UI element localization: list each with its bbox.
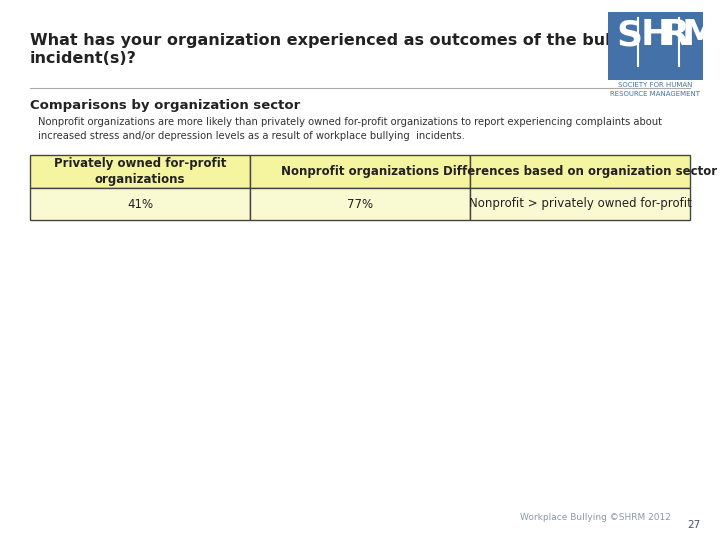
Text: Comparisons by organization sector: Comparisons by organization sector <box>30 99 300 112</box>
Text: R: R <box>662 18 690 52</box>
Text: Privately owned for-profit
organizations: Privately owned for-profit organizations <box>54 157 226 186</box>
Bar <box>250 188 470 220</box>
Text: Nonprofit > privately owned for-profit: Nonprofit > privately owned for-profit <box>469 198 691 211</box>
Text: H: H <box>641 18 671 52</box>
Bar <box>608 12 703 80</box>
Text: 41%: 41% <box>127 198 153 211</box>
Text: Differences based on organization sector: Differences based on organization sector <box>443 165 717 178</box>
Text: S: S <box>616 18 642 52</box>
Text: Nonprofit organizations: Nonprofit organizations <box>281 165 439 178</box>
Text: 27: 27 <box>687 520 700 530</box>
Bar <box>30 188 250 220</box>
Bar <box>250 155 470 188</box>
Text: M: M <box>682 18 718 52</box>
Bar <box>470 188 690 220</box>
Text: Nonprofit organizations are more likely than privately owned for-profit organiza: Nonprofit organizations are more likely … <box>38 117 662 141</box>
Text: 77%: 77% <box>347 198 373 211</box>
Text: SOCIETY FOR HUMAN
RESOURCE MANAGEMENT: SOCIETY FOR HUMAN RESOURCE MANAGEMENT <box>611 82 701 97</box>
Bar <box>30 155 250 188</box>
Text: What has your organization experienced as outcomes of the bullying: What has your organization experienced a… <box>30 33 655 48</box>
Text: Workplace Bullying ©SHRM 2012: Workplace Bullying ©SHRM 2012 <box>520 513 671 522</box>
Text: incident(s)?: incident(s)? <box>30 51 137 66</box>
Bar <box>470 155 690 188</box>
